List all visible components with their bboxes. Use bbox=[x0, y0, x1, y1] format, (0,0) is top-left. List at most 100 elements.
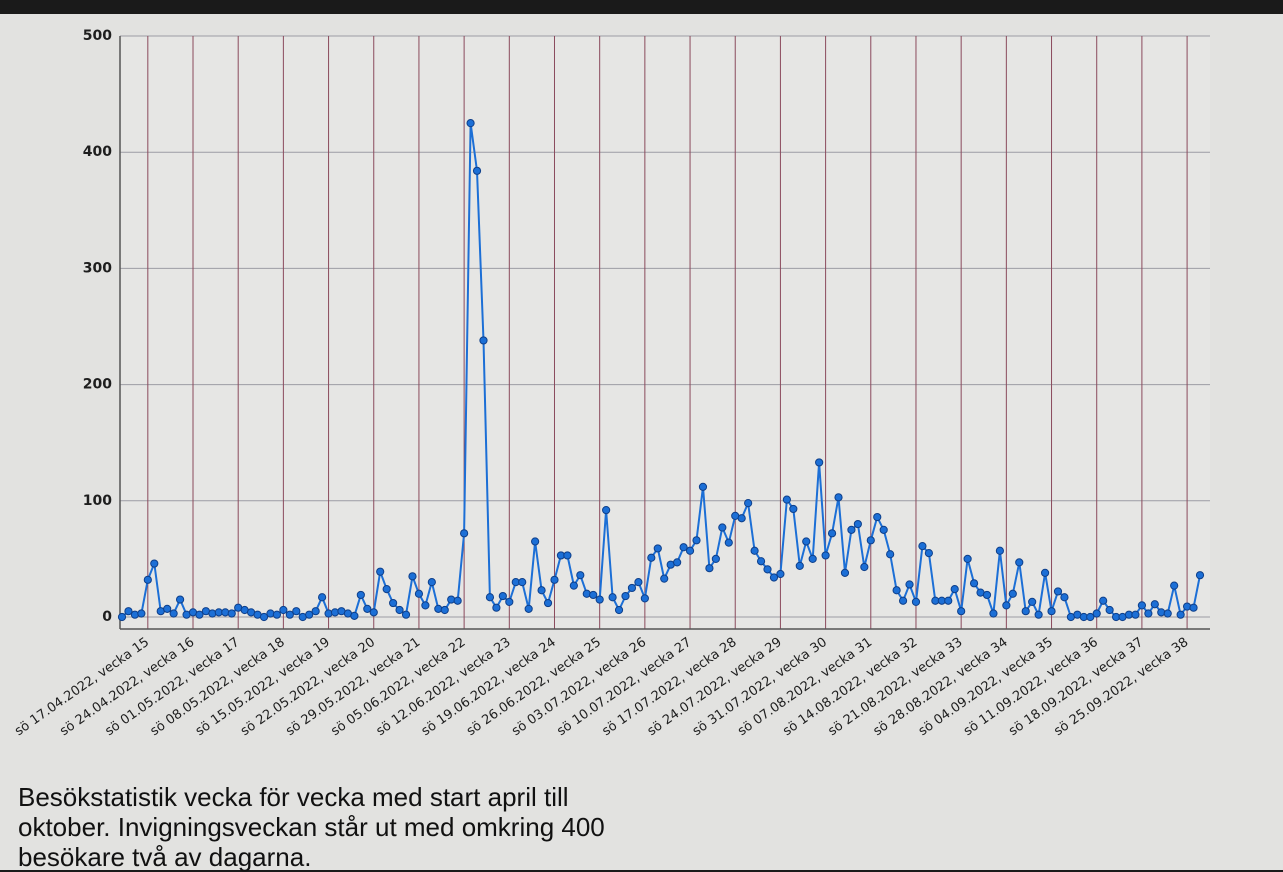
point bbox=[828, 530, 835, 537]
point bbox=[170, 610, 177, 617]
point bbox=[1138, 602, 1145, 609]
point bbox=[622, 592, 629, 599]
point bbox=[164, 605, 171, 612]
point bbox=[351, 612, 358, 619]
point bbox=[699, 483, 706, 490]
point bbox=[331, 609, 338, 616]
point bbox=[609, 594, 616, 601]
point bbox=[480, 337, 487, 344]
y-tick-label: 0 bbox=[102, 609, 112, 625]
point bbox=[1093, 610, 1100, 617]
point bbox=[390, 599, 397, 606]
point bbox=[228, 610, 235, 617]
point bbox=[1009, 590, 1016, 597]
point bbox=[764, 566, 771, 573]
point bbox=[615, 606, 622, 613]
point bbox=[674, 559, 681, 566]
point bbox=[603, 506, 610, 513]
point bbox=[525, 605, 532, 612]
point bbox=[176, 596, 183, 603]
point bbox=[893, 587, 900, 594]
point bbox=[506, 598, 513, 605]
point bbox=[131, 611, 138, 618]
y-tick-label: 100 bbox=[83, 493, 112, 509]
point bbox=[958, 608, 965, 615]
point bbox=[441, 606, 448, 613]
point bbox=[854, 520, 861, 527]
point bbox=[396, 606, 403, 613]
point bbox=[990, 610, 997, 617]
point bbox=[415, 590, 422, 597]
point bbox=[1035, 611, 1042, 618]
point bbox=[757, 558, 764, 565]
point bbox=[983, 591, 990, 598]
point bbox=[222, 609, 229, 616]
point bbox=[209, 610, 216, 617]
point bbox=[874, 513, 881, 520]
y-tick-label: 200 bbox=[83, 377, 112, 393]
point bbox=[428, 579, 435, 586]
point bbox=[880, 526, 887, 533]
point bbox=[628, 584, 635, 591]
point bbox=[577, 572, 584, 579]
point bbox=[693, 537, 700, 544]
point bbox=[1145, 610, 1152, 617]
point bbox=[570, 582, 577, 589]
point bbox=[1048, 608, 1055, 615]
point bbox=[1190, 604, 1197, 611]
point bbox=[461, 530, 468, 537]
point bbox=[493, 604, 500, 611]
point bbox=[312, 608, 319, 615]
point bbox=[970, 580, 977, 587]
point bbox=[1029, 598, 1036, 605]
point bbox=[719, 524, 726, 531]
point bbox=[822, 552, 829, 559]
point bbox=[835, 494, 842, 501]
point bbox=[293, 608, 300, 615]
point bbox=[751, 547, 758, 554]
point bbox=[319, 594, 326, 601]
point bbox=[409, 573, 416, 580]
point bbox=[964, 555, 971, 562]
point bbox=[377, 568, 384, 575]
point bbox=[596, 596, 603, 603]
point bbox=[1183, 603, 1190, 610]
point bbox=[919, 543, 926, 550]
point bbox=[861, 563, 868, 570]
point bbox=[280, 606, 287, 613]
point bbox=[867, 537, 874, 544]
point bbox=[790, 505, 797, 512]
point bbox=[777, 570, 784, 577]
point bbox=[1132, 611, 1139, 618]
point bbox=[706, 565, 713, 572]
point bbox=[848, 526, 855, 533]
point bbox=[796, 562, 803, 569]
point bbox=[519, 579, 526, 586]
point bbox=[422, 602, 429, 609]
point bbox=[745, 500, 752, 507]
point bbox=[641, 595, 648, 602]
point bbox=[325, 610, 332, 617]
point bbox=[686, 547, 693, 554]
point bbox=[1054, 588, 1061, 595]
point bbox=[138, 610, 145, 617]
point bbox=[118, 613, 125, 620]
point bbox=[738, 515, 745, 522]
point bbox=[590, 591, 597, 598]
point bbox=[499, 592, 506, 599]
point bbox=[435, 605, 442, 612]
point bbox=[144, 576, 151, 583]
point bbox=[887, 551, 894, 558]
point bbox=[383, 586, 390, 593]
point bbox=[661, 575, 668, 582]
point bbox=[1151, 601, 1158, 608]
point bbox=[448, 596, 455, 603]
point bbox=[1041, 569, 1048, 576]
point bbox=[486, 594, 493, 601]
point bbox=[473, 167, 480, 174]
caption: Besökstatistik vecka för vecka med start… bbox=[18, 782, 658, 872]
point bbox=[1100, 597, 1107, 604]
point bbox=[1171, 582, 1178, 589]
